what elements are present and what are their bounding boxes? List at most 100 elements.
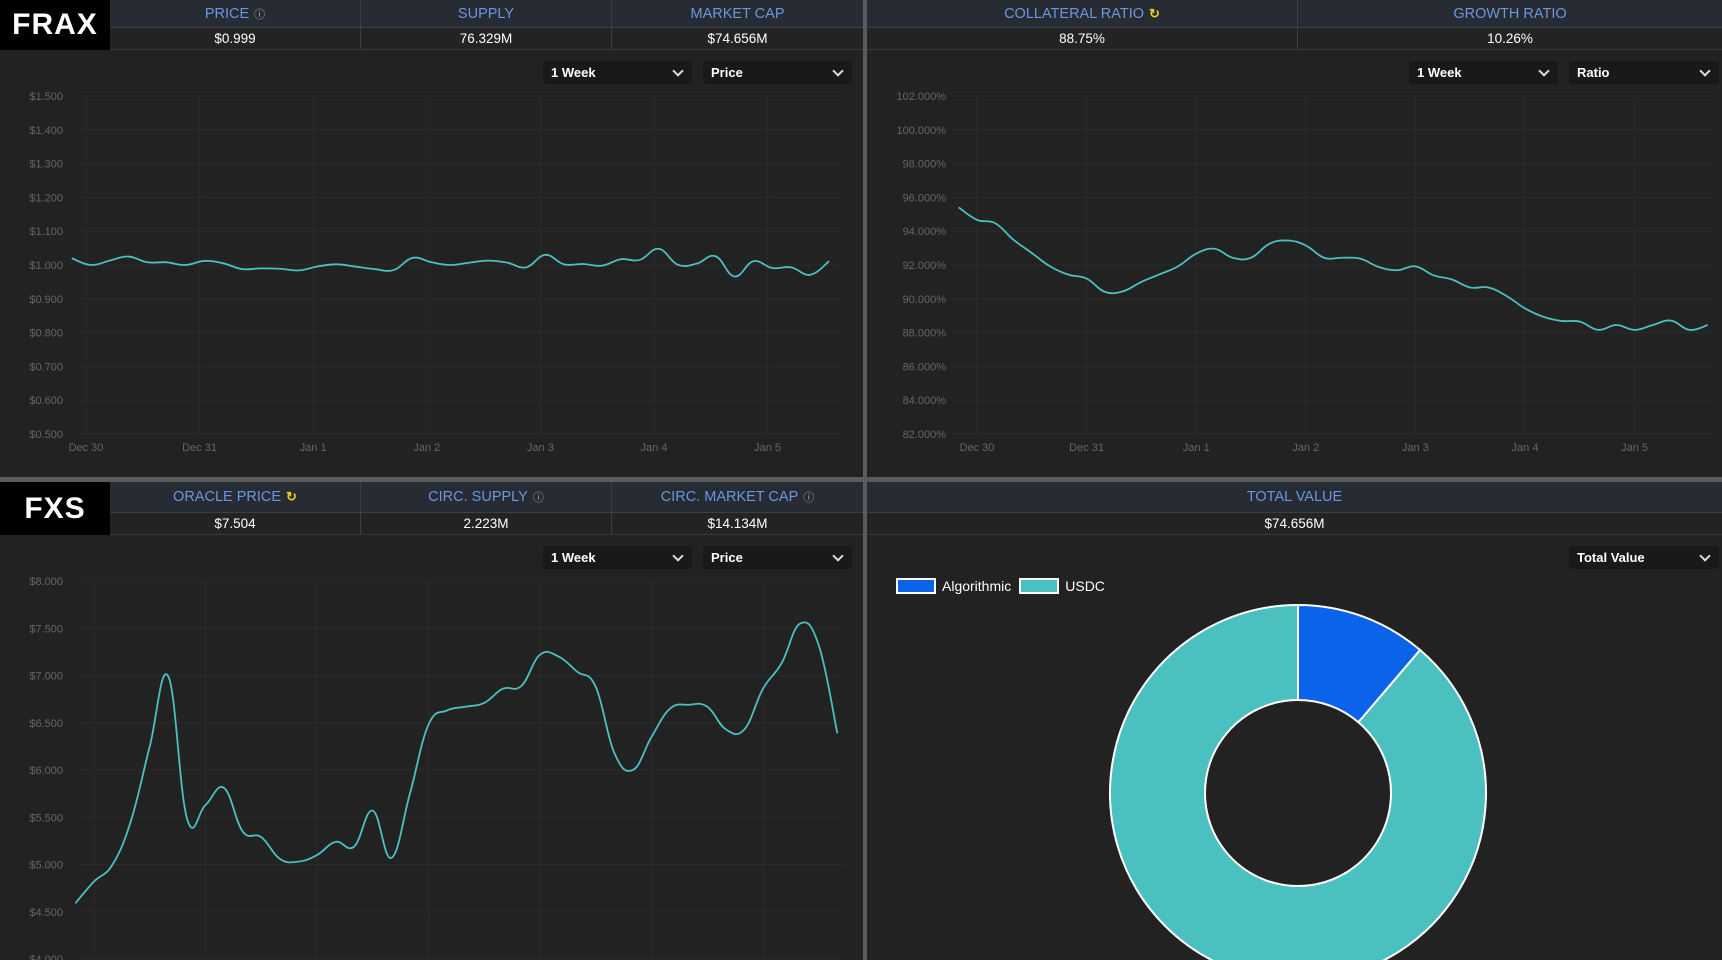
help-icon[interactable]: ⓘ	[254, 8, 266, 21]
x-tick-label: Jan 5	[754, 442, 781, 454]
x-tick-label: Jan 2	[413, 442, 440, 454]
price-label-text: PRICE	[204, 5, 250, 22]
y-tick-label: $0.800	[29, 328, 63, 340]
x-tick-label: Jan 3	[527, 442, 554, 454]
price-value: $0.999	[110, 28, 361, 49]
y-tick-label: 94.000%	[903, 226, 947, 238]
fxs-metric-value: Price	[711, 550, 743, 565]
y-tick-label: 92.000%	[903, 260, 947, 272]
donut-slice-usdc	[1109, 603, 1487, 960]
y-tick-label: $6.500	[29, 718, 63, 730]
y-tick-label: $1.200	[29, 192, 63, 204]
market-cap-label: MARKET CAP	[690, 5, 785, 22]
price-label: PRICE ⓘ	[110, 0, 361, 27]
total-value-label: TOTAL VALUE	[1246, 489, 1343, 505]
collateral-ratio-label: COLLATERAL RATIO ↻	[867, 0, 1298, 27]
legend-label-usdc: USDC	[1065, 578, 1105, 594]
legend-swatch-algorithmic[interactable]	[896, 578, 936, 594]
y-tick-label: $1.400	[29, 125, 63, 137]
y-tick-label: $1.100	[29, 226, 63, 238]
circ-market-cap-label-text: CIRC. MARKET CAP	[660, 489, 799, 505]
frax-stats-header: PRICE ⓘ SUPPLY MARKET CAP	[110, 0, 863, 28]
oracle-price-value: $7.504	[110, 513, 361, 534]
total-metric-value: Total Value	[1577, 550, 1645, 565]
ratio-metric-value: Ratio	[1577, 65, 1610, 80]
x-tick-label: Jan 2	[1292, 442, 1319, 454]
market-cap-value: $74.656M	[707, 31, 768, 46]
frax-logo: FRAX	[0, 0, 110, 50]
y-tick-label: $4.000	[29, 954, 63, 960]
help-icon[interactable]: ⓘ	[803, 492, 815, 504]
growth-ratio-value: 10.26%	[1487, 31, 1533, 46]
y-tick-label: 102.000%	[896, 91, 946, 103]
y-tick-label: 86.000%	[903, 361, 947, 373]
line-chart-1: 102.000% 100.000% 98.000% 96.000% 94.000% 92.…	[896, 91, 1712, 454]
fxs-period-select[interactable]: 1 Week	[543, 546, 692, 569]
circ-supply-label: CIRC. SUPPLY ⓘ	[361, 482, 612, 512]
fxs-metric-select[interactable]: Price	[703, 546, 852, 569]
oracle-price-label-text: ORACLE PRICE	[173, 489, 282, 505]
circ-market-cap-label: CIRC. MARKET CAP ⓘ	[612, 482, 863, 512]
frax-metric-select[interactable]: Price	[703, 61, 852, 84]
x-tick-label: Jan 1	[300, 442, 327, 454]
line-chart-0: $1.500 $1.400 $1.300 $1.200 $1.100 $1.000 $0.9…	[29, 91, 845, 454]
y-tick-label: $7.500	[29, 623, 63, 635]
y-tick-label: $0.500	[29, 429, 63, 441]
total-value-header: TOTAL VALUE	[867, 482, 1722, 513]
total-value-row: $74.656M	[867, 513, 1722, 535]
x-tick-label: Jan 4	[641, 442, 668, 454]
series-line	[74, 621, 839, 904]
y-tick-label: $1.300	[29, 159, 63, 171]
supply-label: SUPPLY	[361, 0, 612, 27]
ratio-period-value: 1 Week	[1417, 65, 1462, 80]
y-tick-label: 98.000%	[903, 159, 947, 171]
y-tick-label: $5.500	[29, 812, 63, 824]
y-tick-label: 96.000%	[903, 192, 947, 204]
x-tick-label: Jan 3	[1402, 442, 1429, 454]
supply-value: 76.329M	[361, 28, 612, 49]
refresh-icon[interactable]: ↻	[286, 489, 297, 504]
y-tick-label: 84.000%	[903, 395, 947, 407]
series-line	[71, 247, 830, 278]
y-tick-label: $0.600	[29, 395, 63, 407]
fxs-stats-values: $7.504 2.223M $14.134M	[110, 513, 863, 535]
fxs-period-value: 1 Week	[551, 550, 596, 565]
frax-period-select[interactable]: 1 Week	[543, 61, 692, 84]
x-tick-label: Jan 5	[1621, 442, 1648, 454]
y-tick-label: 100.000%	[896, 125, 946, 137]
x-tick-label: Jan 4	[1512, 442, 1539, 454]
circ-market-cap-value: $14.134M	[707, 516, 768, 531]
ratio-period-select[interactable]: 1 Week	[1409, 61, 1558, 84]
circ-supply-value: 2.223M	[361, 513, 612, 534]
series-line	[958, 206, 1708, 331]
y-tick-label: 88.000%	[903, 328, 947, 340]
x-tick-label: Dec 31	[1069, 442, 1104, 454]
ratio-stats-values: 88.75% 10.26%	[867, 28, 1722, 50]
y-tick-label: $0.900	[29, 294, 63, 306]
oracle-price-label: ORACLE PRICE ↻	[110, 482, 361, 512]
x-tick-label: Dec 30	[960, 442, 995, 454]
y-tick-label: $1.000	[29, 260, 63, 272]
total-value-value: $74.656M	[1264, 516, 1325, 531]
y-tick-label: 90.000%	[903, 294, 947, 306]
legend-swatch-usdc[interactable]	[1019, 578, 1060, 594]
y-tick-label: $1.500	[29, 91, 63, 103]
collateral-ratio-value: 88.75%	[867, 28, 1298, 49]
x-tick-label: Dec 31	[182, 442, 217, 454]
ratio-stats-header: COLLATERAL RATIO ↻ GROWTH RATIO	[867, 0, 1722, 28]
y-tick-label: $8.000	[29, 576, 63, 588]
frax-stats-values: $0.999 76.329M $74.656M	[110, 28, 863, 50]
frax-metric-value: Price	[711, 65, 743, 80]
help-icon[interactable]: ⓘ	[532, 492, 544, 504]
total-metric-select[interactable]: Total Value	[1569, 546, 1719, 569]
y-tick-label: $6.000	[29, 765, 63, 777]
ratio-metric-select[interactable]: Ratio	[1569, 61, 1719, 84]
y-tick-label: 82.000%	[903, 429, 947, 441]
donut-legend: Algorithmic USDC	[896, 578, 1105, 594]
frax-period-value: 1 Week	[551, 65, 596, 80]
circ-supply-label-text: CIRC. SUPPLY	[428, 489, 528, 505]
refresh-icon[interactable]: ↻	[1149, 5, 1160, 21]
collateral-ratio-label-text: COLLATERAL RATIO	[1004, 5, 1145, 22]
fxs-logo: FXS	[0, 482, 110, 535]
